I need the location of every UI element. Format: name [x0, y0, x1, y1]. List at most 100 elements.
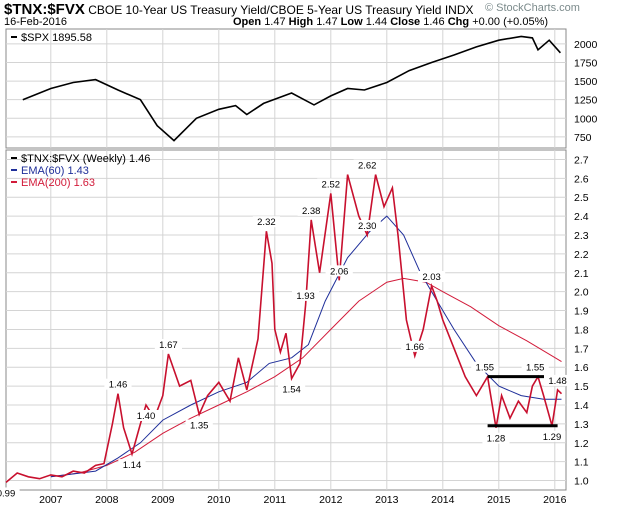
ratio-y-tick-label: 1.6	[574, 362, 589, 374]
low-value: 1.44	[365, 16, 388, 28]
annotation-label: 1.93	[296, 291, 315, 302]
ratio-y-tick-label: 1.5	[574, 381, 589, 393]
annotation-bg	[538, 430, 566, 442]
x-tick-label: 2010	[207, 494, 231, 506]
ratio-y-tick-label: 1.1	[574, 457, 589, 469]
ratio-y-tick-label: 2.0	[574, 287, 589, 299]
annotation-bg	[325, 265, 353, 277]
ratio-legend-entry: EMA(60) 1.43	[21, 165, 89, 177]
x-tick-label: 2014	[431, 494, 455, 506]
ratio-y-tick-label: 2.5	[574, 192, 589, 204]
spx-panel-frame	[5, 28, 567, 149]
annotation-label: 1.66	[406, 342, 425, 353]
ratio-y-tick-label: 2.6	[574, 173, 589, 185]
spx-y-tick-label: 1250	[574, 95, 598, 107]
ratio-legend-entry: EMA(200) 1.63	[21, 177, 95, 189]
annotation-bg	[154, 339, 182, 350]
annotation-bg	[118, 459, 146, 471]
exchange: INDX	[444, 3, 474, 17]
annotation-label: 1.55	[526, 363, 545, 374]
ratio-line	[5, 174, 563, 484]
annotation-bg	[482, 432, 510, 444]
open-label: Open	[233, 16, 262, 28]
ratio-y-tick-label: 2.2	[574, 249, 589, 261]
spx-y-tick-label: 750	[574, 132, 592, 144]
annotation-label: 2.52	[322, 179, 341, 190]
annotation-label: 1.46	[109, 380, 128, 391]
x-tick-label: 2011	[264, 494, 287, 506]
annotation-label: 1.55	[476, 363, 495, 374]
annotation-label: 1.54	[282, 385, 301, 396]
chg-label: Chg	[447, 16, 470, 28]
annotation-bg	[353, 220, 381, 231]
high-value: 1.47	[316, 16, 338, 28]
annotation-bg	[297, 204, 325, 216]
close-label: Close	[390, 16, 421, 28]
description: CBOE 10-Year US Treasury Yield/CBOE 5-Ye…	[88, 3, 442, 17]
ohlc-readout: Open 1.47 High 1.47 Low 1.44 Close 1.46 …	[233, 16, 548, 28]
annotation-bg	[132, 410, 160, 421]
ratio-legend-entry: $TNX:$FVX (Weekly) 1.46	[21, 153, 150, 165]
ratio-y-tick-label: 2.4	[574, 211, 589, 223]
close-value: 1.46	[423, 16, 445, 28]
spx-y-tick-label: 1000	[574, 113, 598, 125]
annotation-bg	[185, 419, 213, 431]
spx-line	[22, 35, 561, 142]
stockcharts-brand[interactable]: © StockCharts.com	[485, 2, 580, 14]
spx-y-tick-label: 2000	[574, 39, 598, 51]
annotation-label: 2.32	[257, 217, 276, 228]
annotation-label: 2.30	[358, 221, 377, 232]
ratio-y-tick-label: 2.1	[574, 268, 589, 280]
annotation-bg	[252, 216, 280, 228]
annotation-bg	[544, 374, 572, 386]
x-tick-label: 2013	[375, 494, 399, 506]
annotation-label: 2.62	[358, 161, 377, 172]
x-tick-label: 2007	[39, 494, 63, 506]
x-tick-label: 2009	[151, 494, 175, 506]
ratio-y-tick-label: 1.9	[574, 306, 589, 318]
ratio-y-tick-label: 1.7	[574, 343, 589, 355]
chart-title: $TNX:$FVX CBOE 10-Year US Treasury Yield…	[4, 1, 474, 18]
annotation-bg	[317, 178, 345, 190]
ratio-y-tick-label: 1.2	[574, 438, 589, 450]
annotation-bg	[418, 271, 446, 282]
annotation-label: 1.29	[543, 432, 562, 443]
annotation-bg	[353, 159, 381, 171]
spx-y-tick-label: 1500	[574, 76, 598, 88]
chg-value: +0.00 (+0.05%)	[472, 16, 549, 28]
open-value: 1.47	[264, 16, 286, 28]
annotation-label: 1.14	[123, 460, 142, 471]
symbol: $TNX:$FVX	[4, 1, 85, 18]
annotation-label: 1.48	[548, 376, 567, 387]
annotation-bg	[104, 378, 132, 390]
ratio-y-tick-label: 1.4	[574, 400, 589, 412]
high-label: High	[288, 16, 314, 28]
annotation-label: 2.06	[330, 266, 349, 277]
ratio-y-tick-label: 2.3	[574, 230, 589, 242]
x-tick-label: 2016	[543, 494, 567, 506]
annotation-bg	[278, 383, 306, 395]
ratio-panel-frame	[5, 149, 567, 491]
annotation-bg	[401, 340, 429, 352]
low-label: Low	[340, 16, 363, 28]
x-tick-label: 2008	[95, 494, 119, 506]
ratio-y-tick-label: 2.7	[574, 154, 589, 166]
annotation-label: 1.40	[137, 411, 156, 422]
chart-date: 16-Feb-2016	[4, 16, 67, 28]
ema200-line	[50, 277, 562, 478]
annotation-bg	[292, 289, 320, 301]
annotation-label: 2.03	[422, 272, 441, 283]
annotation-label: 0.99	[0, 488, 15, 499]
ratio-y-tick-label: 1.3	[574, 419, 589, 431]
annotation-label: 1.28	[487, 434, 506, 445]
x-tick-label: 2012	[319, 494, 343, 506]
ratio-y-tick-label: 1.8	[574, 324, 589, 336]
annotation-label: 2.38	[302, 206, 321, 217]
annotation-label: 1.67	[159, 340, 178, 351]
spx-y-tick-label: 1750	[574, 57, 598, 69]
spx-legend: $SPX 1895.58	[21, 32, 92, 44]
x-tick-label: 2015	[487, 494, 511, 506]
annotation-bg	[521, 361, 549, 373]
annotation-bg	[471, 361, 499, 373]
annotation-bg	[0, 487, 20, 499]
